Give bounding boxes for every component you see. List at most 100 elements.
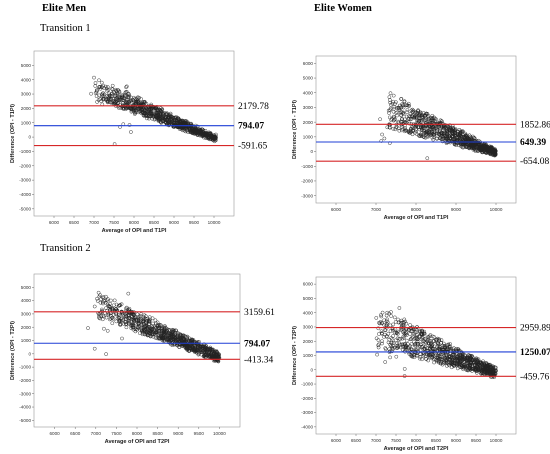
data-point [170,335,174,340]
chart-men-transition-1: 6000 6500 7000 7500 8000 8500 9000 9500 10000 -50… [0,40,290,240]
data-point [109,316,113,321]
data-point [387,95,392,99]
data-point [412,331,417,336]
data-point [441,134,445,139]
data-point [204,343,208,348]
data-point [443,131,448,136]
data-point [209,135,214,139]
data-point [478,147,482,151]
plot-svg: 6000 6500 7000 7500 8000 8500 9000 9500 10000-40… [292,276,550,452]
data-point [185,337,190,342]
y-tick-label: 1000 [303,134,314,139]
data-point [195,126,199,131]
data-point [138,109,143,114]
data-point [144,329,149,334]
data-point [407,121,412,126]
data-point [474,369,478,373]
data-point [465,358,470,362]
data-point [141,104,145,109]
y-tick-label: 3000 [21,312,32,317]
data-point [380,331,384,335]
data-point [415,342,420,346]
data-point [152,107,157,111]
data-point [207,353,212,358]
data-point [434,117,439,122]
data-point [103,300,108,305]
data-point [448,345,452,350]
lower-loa-label: -654.08 [520,157,550,167]
data-point [446,356,450,361]
data-point [134,99,138,104]
data-point [481,148,486,153]
upper-loa-label: 1852.86 [520,120,550,130]
data-point [379,314,384,319]
data-point [391,334,395,338]
plot-svg: 6000 7000 8000 9000 10000 -3000 -2000 -1000 0 100… [292,55,550,221]
y-tick-label: 0 [310,367,313,372]
y-tick-label: -3000 [301,193,313,198]
chart-women-transition-1: 6000 7000 8000 9000 10000 -3000 -2000 -1000 0 100… [280,40,550,240]
data-point [126,94,131,99]
data-point [111,303,116,308]
data-point [457,353,462,358]
data-point [188,123,193,127]
data-point [185,126,190,130]
data-point [108,301,112,306]
data-point [439,119,444,123]
data-point [124,89,129,94]
data-point [413,342,417,346]
data-point [407,117,412,121]
y-tick-label: -5000 [19,206,31,211]
data-point [139,328,144,333]
data-point [486,146,491,151]
y-tick-label: -2000 [19,163,31,168]
data-point [417,113,422,118]
data-point [463,353,467,358]
data-point [399,125,404,130]
data-point [103,84,108,89]
data-point [380,132,384,137]
x-tick-label: 6000 [331,438,342,443]
data-point [131,321,136,326]
data-point [100,307,104,312]
data-point [426,126,430,130]
data-point [156,115,161,120]
data-point [198,349,203,353]
data-point [400,342,405,346]
data-point [136,318,141,323]
data-point [165,327,170,332]
x-tick-label: 9000 [451,207,462,212]
data-point [139,312,144,316]
data-point [407,345,412,350]
data-point [493,371,498,376]
data-point [178,126,183,131]
data-point [464,359,469,364]
data-point [100,317,105,322]
data-point [399,113,404,118]
data-point [186,338,191,343]
data-point [192,129,196,134]
y-tick-label: -4000 [301,424,313,429]
x-tick-label: 9500 [189,220,200,225]
data-point [469,143,473,147]
x-axis-label: Average of OPI and T2PI [105,439,170,445]
x-tick-label: 7000 [371,207,382,212]
data-point [439,361,443,366]
data-point [101,313,106,318]
data-point [184,334,188,339]
y-tick-label: 5000 [21,285,32,290]
data-point [392,330,397,335]
data-point [107,304,112,309]
data-point [395,329,400,334]
data-point [479,362,484,367]
data-point [173,337,177,342]
data-point [207,135,211,140]
data-point [471,366,476,371]
data-point [431,137,436,142]
data-point [159,111,163,116]
data-point [99,80,104,85]
data-point [155,327,159,332]
data-point [142,329,146,333]
data-point [140,329,145,334]
data-point [157,333,161,338]
